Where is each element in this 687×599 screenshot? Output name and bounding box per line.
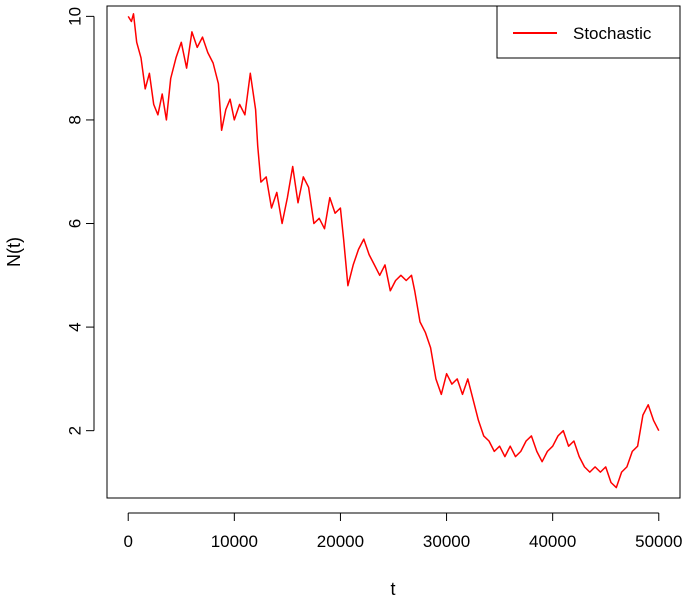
x-tick-label: 0 <box>123 532 132 551</box>
y-tick-label: 2 <box>65 426 84 435</box>
x-axis: 0 10000 20000 30000 40000 50000 <box>123 512 682 551</box>
y-tick-label: 8 <box>65 115 84 124</box>
x-tick-label: 50000 <box>635 532 682 551</box>
legend: Stochastic <box>496 5 681 59</box>
x-tick-label: 30000 <box>423 532 470 551</box>
x-axis-label: t <box>390 579 395 599</box>
y-tick-label: 10 <box>65 7 84 26</box>
x-tick-label: 10000 <box>211 532 258 551</box>
legend-label: Stochastic <box>573 24 652 43</box>
y-axis: 2 4 6 8 10 <box>65 7 95 435</box>
series-layer <box>127 13 660 489</box>
series-line-stochastic <box>127 13 660 489</box>
x-tick-label: 20000 <box>317 532 364 551</box>
y-tick-label: 4 <box>65 322 84 331</box>
y-tick-label: 6 <box>65 219 84 228</box>
x-tick-label: 40000 <box>529 532 576 551</box>
plot-frame <box>106 5 681 499</box>
y-axis-label: N(t) <box>4 237 24 267</box>
